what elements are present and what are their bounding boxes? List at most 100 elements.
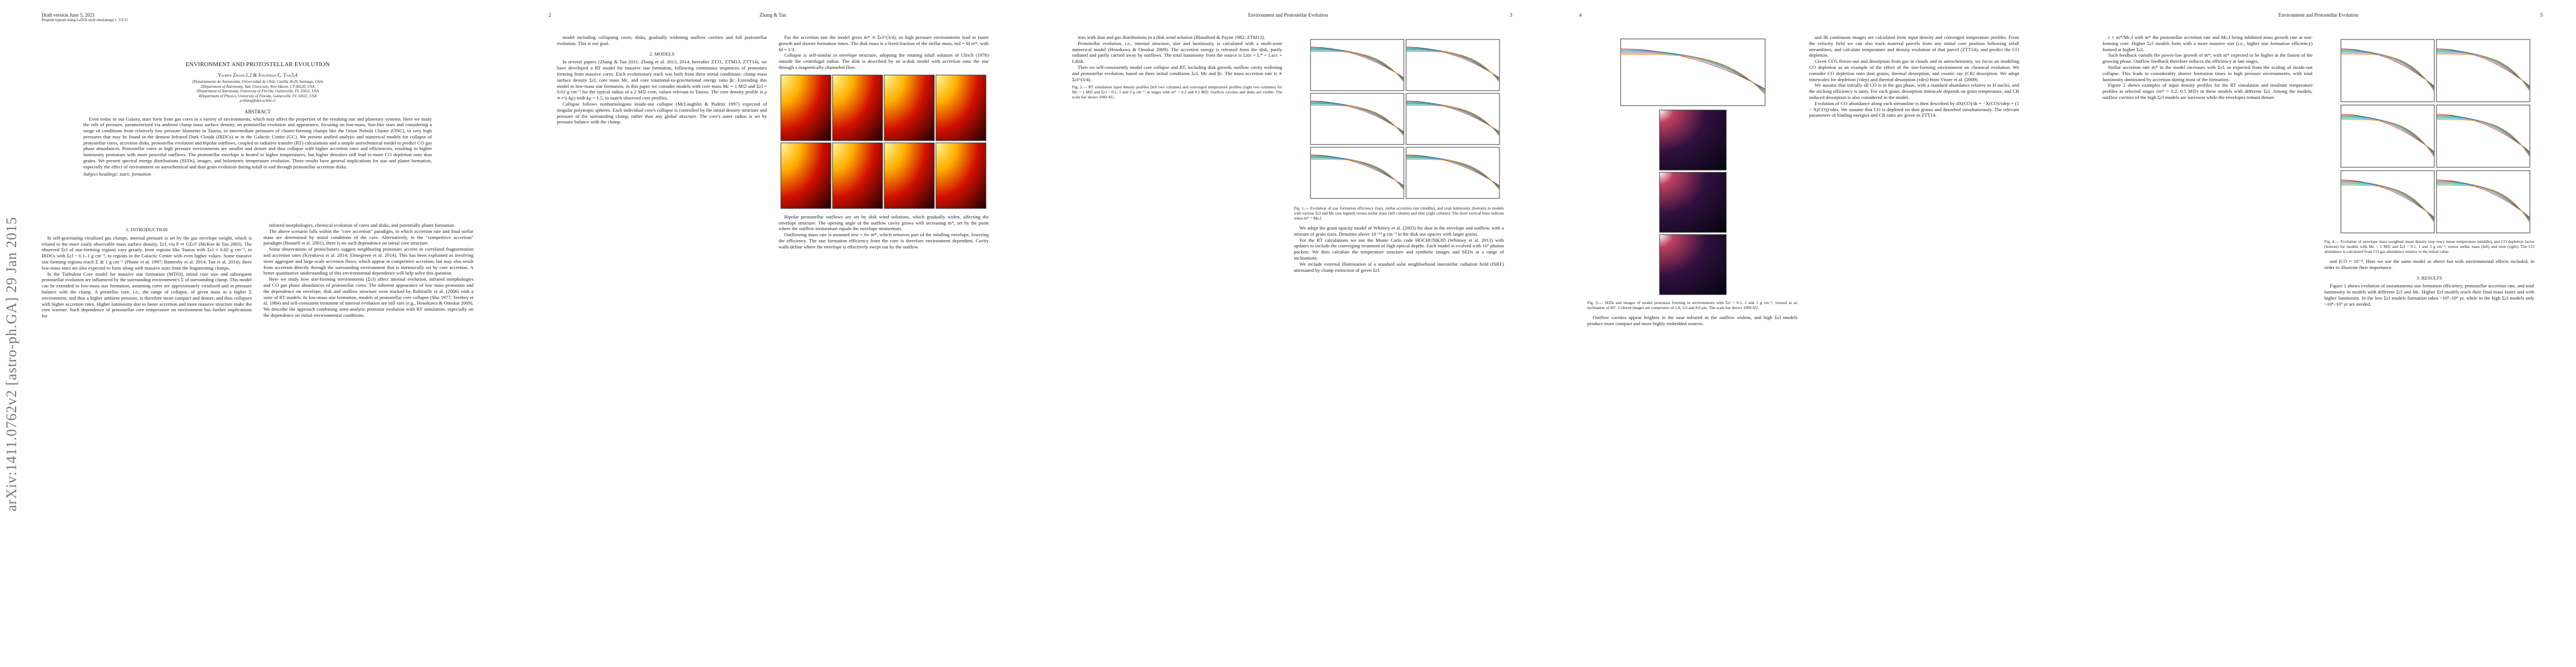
curve [2436,48,2530,87]
curve [2341,117,2435,155]
curve [1620,48,1766,89]
curve [1406,51,1500,83]
plot-frame [2340,39,2435,102]
curve [2437,119,2530,157]
curve [2341,119,2435,157]
affiliation: 4Department of Physics, University of Fl… [198,93,317,98]
abstract-heading: ABSTRACT [244,108,271,115]
curve [2341,115,2435,153]
curve [2340,48,2435,87]
section-heading: 3. RESULTS [2416,275,2443,281]
page: Environment and Protostellar Evolution 3 i… [1030,0,1546,667]
image-panel [1659,172,1727,233]
curve [1621,52,1766,93]
curve [1406,47,1500,79]
curve [1311,51,1404,83]
curve [2437,51,2530,89]
image-panel [780,74,831,141]
image-panel [884,74,935,141]
running-head: Environment and Protostellar Evolution [2278,12,2359,18]
curve [2341,185,2435,223]
affiliation: 1Departamento de Astronomía, Universidad… [192,79,323,84]
curve [1406,49,1500,81]
curve [1311,49,1404,81]
paragraph: infrared morphologies, chemical evolutio… [269,222,456,228]
curve [1406,157,1500,188]
title-block: ENVIRONMENT AND PROTOSTELLAR EVOLUTION Yi… [67,61,449,178]
figure-art [780,74,986,209]
paragraph: The above scenario falls within the "cor… [263,228,474,246]
text-column: ities with dust and gas distributions in… [1072,34,1282,651]
paragraph: ε ≡ m*/Mc,f with m* the protostellar acc… [2102,34,2313,52]
text-column: 1. INTRODUCTION In self-gravitating viria… [42,222,252,651]
paragraph: ities with dust and gas distributions in… [1078,34,1265,40]
curve [2341,118,2435,156]
curve [2436,114,2530,152]
paragraph: For the RT calculations we use the Monte… [1294,237,1504,261]
curve [1406,50,1500,82]
abstract: Even today in our Galaxy, stars form fro… [83,116,432,170]
paragraph: Stellar accretion rate ṁ* in the model i… [2102,64,2313,82]
paragraph: In several papers (Zhang & Tan 2011; Zha… [557,59,767,101]
figure-art [2340,39,2530,233]
running-head: 2 [549,12,551,18]
curve [2341,52,2435,91]
plot-frame [2436,39,2530,102]
curve [2341,53,2435,92]
paragraph: model including collapsing cores, disks,… [557,34,767,46]
curve [1406,103,1500,135]
plot-frame [2436,104,2530,168]
curve [2437,53,2530,92]
curve [1620,49,1766,91]
curve [1311,105,1404,137]
paragraph: Figure 1 shows evolution of instantaneou… [2324,283,2534,307]
curve [1406,155,1500,186]
curve [2437,118,2530,156]
paragraph: Evolution of CO abundance along each str… [1809,100,2019,118]
curve [1311,104,1404,136]
paragraph: Collapse is self-similar in envelope str… [779,52,989,70]
plot-frame [1620,38,1766,106]
page-number: 5 [2540,12,2543,18]
curve [2341,49,2435,88]
running-head: Environment and Protostellar Evolution [1248,12,1328,18]
curve [2437,115,2530,153]
text-column: and IR continuum images are calculated f… [1809,34,2019,651]
paragraph: Some observations of protoclusters sugge… [263,246,474,276]
curve [2437,52,2530,91]
paragraph: Here we study how star-forming environme… [263,276,474,318]
paragraph: We include external illumination of a st… [1294,261,1504,273]
page-number: 3 [1509,12,1513,18]
image-panel [935,142,986,209]
curve [1406,105,1500,137]
image-panel [1659,109,1727,171]
paragraph: We adopt the grain opacity model of Whit… [1294,225,1504,237]
paragraph: Collapse follows nonhomologous inside-ou… [557,101,767,125]
plot-frame [1310,93,1404,145]
page: 2 Zhang & Tan model including collapsing c… [515,0,1030,667]
running-head-sub: Preprint typeset using LaTeX style emula… [42,18,128,22]
text-column: Fig. 1.— Evolution of star formation eff… [1294,34,1504,651]
curve [2437,185,2530,223]
paper-title: ENVIRONMENT AND PROTOSTELLAR EVOLUTION [185,61,330,68]
paragraph: In the Turbulent Core model for massive … [42,271,252,319]
curve [2341,181,2435,219]
curve [1310,155,1404,187]
image-panel [832,74,883,141]
curve [2340,114,2435,152]
plot-frame [2436,170,2530,233]
keywords: Subject headings: stars: formation [83,171,151,177]
authors: Yichen Zhang1,2 & Jonathan C. Tan3,4 [217,72,298,78]
curve [1406,101,1500,133]
curve [1621,53,1766,94]
curve [1311,158,1404,190]
paragraph: In self-gravitating virialized gas clump… [42,235,252,271]
running-head: Draft version June 5, 2021 [42,12,95,18]
curve [1406,155,1500,187]
curve [1621,54,1766,95]
text-column: Fig. 4.— Evolution of envelope mass-weig… [2324,34,2534,651]
curve [2340,180,2435,218]
affiliation: 2Department of Astronomy, Yale Universit… [201,84,315,89]
plot-frame [1406,39,1500,91]
curve [1406,158,1500,190]
